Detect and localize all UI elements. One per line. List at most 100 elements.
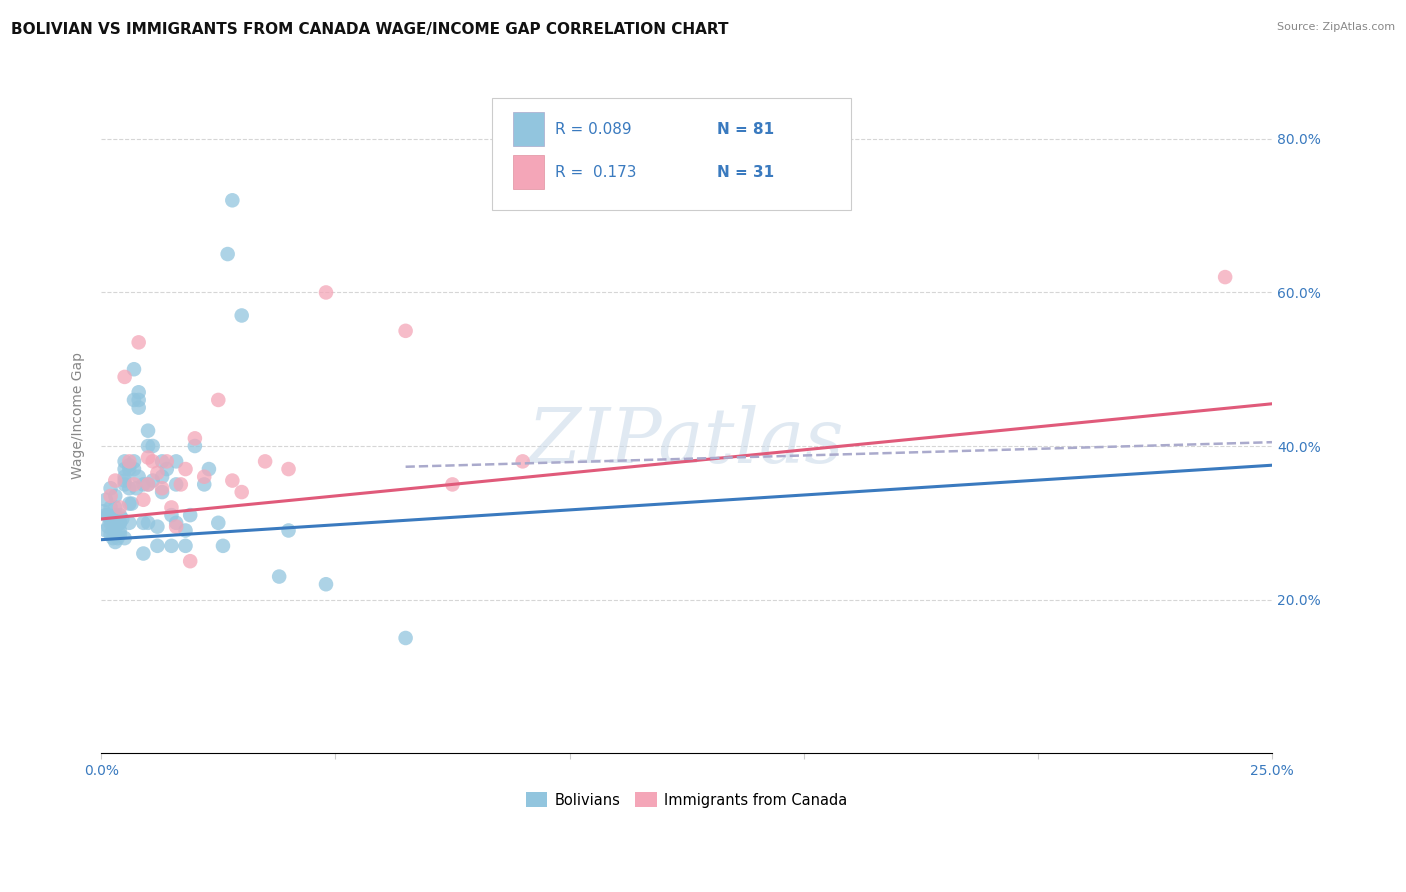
Point bbox=[150, 481, 173, 495]
Point bbox=[184, 439, 207, 453]
Point bbox=[128, 392, 150, 407]
Point bbox=[136, 424, 159, 438]
Point bbox=[221, 194, 243, 208]
Point bbox=[100, 489, 122, 503]
Point bbox=[394, 631, 416, 645]
Point bbox=[93, 504, 115, 518]
Point bbox=[179, 554, 201, 568]
Point bbox=[277, 462, 299, 476]
Point bbox=[128, 401, 150, 415]
Point bbox=[94, 524, 117, 538]
Point bbox=[394, 324, 416, 338]
Point bbox=[121, 497, 143, 511]
Point bbox=[156, 462, 179, 476]
Point bbox=[118, 497, 141, 511]
Point bbox=[150, 469, 173, 483]
Point bbox=[174, 462, 197, 476]
Point bbox=[94, 508, 117, 522]
Text: ZIPatlas: ZIPatlas bbox=[529, 405, 845, 479]
Text: Source: ZipAtlas.com: Source: ZipAtlas.com bbox=[1277, 22, 1395, 32]
Point bbox=[165, 477, 187, 491]
Point bbox=[165, 454, 187, 468]
Text: R = 0.089: R = 0.089 bbox=[555, 122, 631, 136]
Point bbox=[104, 524, 127, 538]
Point bbox=[174, 539, 197, 553]
Point bbox=[108, 516, 131, 530]
Point bbox=[198, 462, 221, 476]
Point bbox=[146, 519, 169, 533]
Point bbox=[170, 477, 193, 491]
Point bbox=[122, 462, 145, 476]
Point bbox=[132, 516, 155, 530]
Point bbox=[136, 439, 159, 453]
Point bbox=[101, 531, 124, 545]
Point bbox=[128, 469, 150, 483]
Point bbox=[231, 309, 253, 323]
Point bbox=[150, 485, 173, 500]
Point bbox=[104, 474, 127, 488]
Point bbox=[125, 481, 148, 495]
Point bbox=[207, 516, 229, 530]
Point bbox=[114, 469, 136, 483]
Point bbox=[136, 516, 159, 530]
Point bbox=[217, 247, 239, 261]
Point bbox=[315, 577, 337, 591]
Point bbox=[254, 454, 277, 468]
Point bbox=[132, 492, 155, 507]
Point bbox=[118, 454, 141, 468]
Point bbox=[94, 492, 117, 507]
Point bbox=[118, 458, 141, 473]
Point bbox=[114, 462, 136, 476]
Point bbox=[207, 392, 229, 407]
Point bbox=[184, 431, 207, 445]
Point bbox=[174, 524, 197, 538]
Point bbox=[221, 474, 243, 488]
Text: N = 81: N = 81 bbox=[717, 122, 775, 136]
Point bbox=[100, 512, 122, 526]
Point bbox=[136, 477, 159, 491]
Legend: Bolivians, Immigrants from Canada: Bolivians, Immigrants from Canada bbox=[520, 787, 853, 814]
Point bbox=[136, 477, 159, 491]
Point bbox=[132, 477, 155, 491]
Point bbox=[165, 516, 187, 530]
Point bbox=[108, 516, 131, 530]
Point bbox=[212, 539, 235, 553]
Point bbox=[193, 469, 215, 483]
Point bbox=[104, 500, 127, 515]
Point bbox=[122, 477, 145, 491]
Point bbox=[128, 335, 150, 350]
Point bbox=[114, 474, 136, 488]
Point bbox=[146, 539, 169, 553]
Point bbox=[104, 489, 127, 503]
Point bbox=[114, 477, 136, 491]
Text: N = 31: N = 31 bbox=[717, 165, 775, 179]
Point bbox=[160, 500, 183, 515]
Point bbox=[142, 454, 165, 468]
Point bbox=[1213, 270, 1236, 285]
Point bbox=[142, 474, 165, 488]
Point bbox=[118, 481, 141, 495]
Point bbox=[100, 481, 122, 495]
Point bbox=[136, 450, 159, 465]
Point bbox=[128, 385, 150, 400]
Point bbox=[160, 539, 183, 553]
Text: BOLIVIAN VS IMMIGRANTS FROM CANADA WAGE/INCOME GAP CORRELATION CHART: BOLIVIAN VS IMMIGRANTS FROM CANADA WAGE/… bbox=[11, 22, 728, 37]
Point bbox=[114, 454, 136, 468]
Point bbox=[97, 519, 120, 533]
Point bbox=[97, 508, 120, 522]
Point bbox=[122, 392, 145, 407]
Y-axis label: Wage/Income Gap: Wage/Income Gap bbox=[72, 351, 86, 479]
Point bbox=[104, 508, 127, 522]
Point bbox=[100, 527, 122, 541]
Point bbox=[100, 500, 122, 515]
Point bbox=[142, 439, 165, 453]
Point bbox=[118, 462, 141, 476]
Point bbox=[114, 370, 136, 384]
Point bbox=[160, 508, 183, 522]
Point bbox=[277, 524, 299, 538]
Point bbox=[122, 454, 145, 468]
Point bbox=[108, 508, 131, 522]
Point bbox=[150, 454, 173, 468]
Point bbox=[193, 477, 215, 491]
Point bbox=[122, 362, 145, 376]
